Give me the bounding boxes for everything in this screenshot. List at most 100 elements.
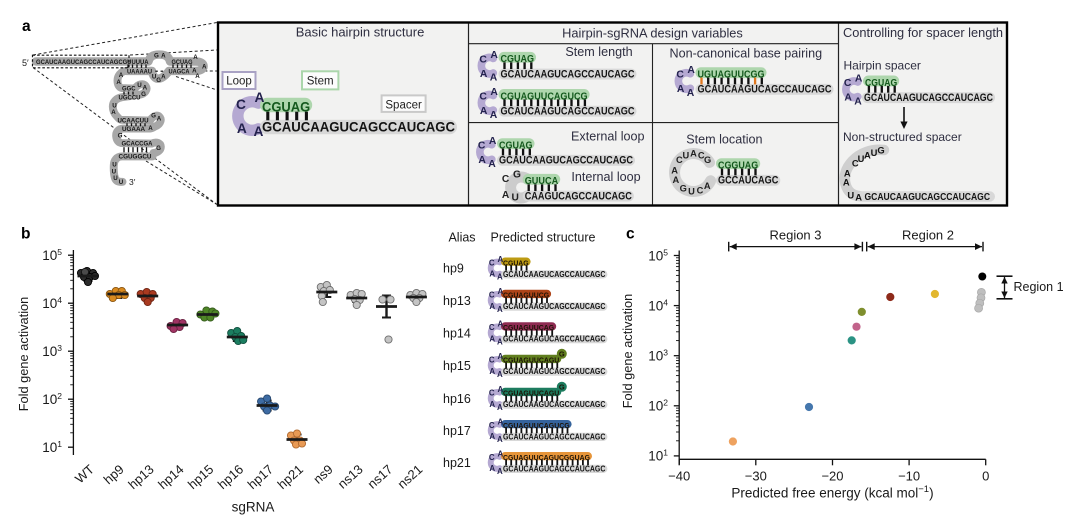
svg-text:Non-structured spacer: Non-structured spacer (843, 130, 962, 144)
svg-text:A: A (855, 74, 863, 85)
svg-text:G: G (156, 145, 161, 152)
svg-text:G: G (118, 133, 123, 140)
svg-text:C: C (489, 389, 495, 398)
svg-text:hp21: hp21 (443, 456, 471, 470)
svg-text:A: A (687, 88, 695, 99)
svg-text:−30: −30 (745, 468, 767, 483)
svg-text:A: A (490, 50, 498, 61)
svg-text:GCAUCAAGUCAGCCAUCAGC: GCAUCAAGUCAGCCAUCAGC (499, 155, 633, 167)
svg-text:G: G (877, 144, 884, 155)
svg-text:GCAUCAAGUCAGCCAUCAGC: GCAUCAAGUCAGCCAUCAGC (262, 118, 455, 134)
svg-text:A: A (677, 84, 685, 95)
svg-text:105: 105 (648, 247, 668, 263)
svg-text:U: U (871, 147, 878, 158)
svg-text:U: U (682, 150, 689, 160)
svg-text:A: A (498, 255, 504, 264)
svg-text:A: A (489, 432, 495, 441)
svg-text:U: U (113, 175, 118, 182)
svg-text:A: A (157, 115, 162, 122)
svg-text:Internal loop: Internal loop (571, 170, 640, 184)
svg-text:CGUAGUUCAGUCG: CGUAGUUCAGUCG (501, 91, 588, 102)
svg-text:A: A (498, 385, 504, 394)
svg-text:U: U (858, 153, 865, 164)
svg-text:C: C (852, 158, 859, 169)
svg-text:A: A (673, 175, 680, 185)
svg-text:hp13: hp13 (443, 294, 471, 308)
svg-text:A: A (502, 190, 510, 201)
svg-text:A: A (497, 370, 503, 379)
svg-text:A: A (192, 68, 197, 75)
svg-text:GCAUCAAGUCAGCCAUCAGC: GCAUCAAGUCAGCCAUCAGC (503, 367, 606, 376)
svg-text:Spacer: Spacer (385, 100, 422, 112)
svg-text:C: C (489, 356, 495, 365)
svg-text:103: 103 (42, 343, 62, 359)
svg-text:A: A (489, 136, 497, 147)
svg-text:A: A (111, 109, 116, 116)
svg-text:CGUAGUUCAGUCG: CGUAGUUCAGUCG (503, 421, 570, 430)
svg-text:C: C (489, 453, 495, 462)
svg-text:A: A (143, 85, 148, 92)
svg-text:CAAGUCAGCCAUCAGC: CAAGUCAGCCAUCAGC (525, 190, 632, 202)
svg-text:C: C (698, 150, 705, 160)
svg-text:C: C (236, 97, 246, 112)
svg-text:A: A (148, 125, 153, 132)
svg-text:Non-canonical base pairing: Non-canonical base pairing (669, 47, 822, 61)
svg-text:A: A (489, 334, 495, 343)
svg-text:C: C (844, 78, 852, 89)
svg-text:G: G (704, 155, 711, 165)
svg-text:Region 1: Region 1 (1014, 280, 1064, 294)
svg-text:GCCAUCAGC: GCCAUCAGC (718, 175, 779, 187)
svg-text:A: A (489, 367, 495, 376)
svg-text:Region 3: Region 3 (769, 228, 821, 243)
svg-text:CGUAG: CGUAG (503, 258, 529, 267)
svg-text:A: A (254, 90, 264, 105)
svg-text:A: A (690, 149, 697, 159)
svg-text:A: A (497, 273, 503, 282)
svg-text:GCAUCAAGUCAGCCAUCAGC: GCAUCAAGUCAGCCAUCAGC (503, 432, 606, 441)
svg-text:G: G (680, 184, 687, 194)
svg-text:U: U (112, 103, 117, 110)
svg-text:A: A (116, 79, 121, 86)
svg-text:CGGUAG: CGGUAG (718, 161, 758, 172)
svg-text:a: a (22, 18, 31, 35)
svg-text:Hairpin-sgRNA design variables: Hairpin-sgRNA design variables (562, 26, 743, 41)
svg-text:A: A (855, 192, 862, 203)
svg-text:C: C (489, 291, 495, 300)
svg-text:G: G (141, 91, 146, 98)
svg-text:Hairpin spacer: Hairpin spacer (844, 59, 921, 73)
svg-text:Stem location: Stem location (686, 132, 762, 146)
svg-text:A: A (854, 96, 862, 107)
svg-text:CGUAG: CGUAG (262, 99, 310, 114)
svg-text:A: A (480, 106, 488, 117)
svg-text:A: A (489, 270, 495, 279)
svg-text:A: A (202, 64, 207, 71)
svg-text:A: A (193, 54, 198, 61)
svg-text:CGUAGUUCAGU: CGUAGUUCAGU (503, 356, 560, 365)
svg-text:A: A (478, 155, 486, 166)
svg-text:hp15: hp15 (443, 359, 471, 373)
svg-text:U: U (112, 169, 117, 176)
svg-text:101: 101 (648, 448, 668, 464)
svg-text:C: C (489, 421, 495, 430)
svg-text:CGUAGUUCAGUCGGUAG: CGUAGUUCAGUCGGUAG (503, 453, 590, 462)
svg-text:G: G (151, 113, 156, 120)
svg-text:102: 102 (648, 398, 668, 414)
svg-text:UGUAGUUCGG: UGUAGUUCGG (698, 70, 765, 81)
svg-text:A: A (490, 110, 498, 121)
svg-text:5′: 5′ (22, 58, 29, 68)
svg-text:CGUGGCU: CGUGGCU (119, 154, 153, 161)
svg-text:103: 103 (648, 348, 668, 364)
svg-text:C: C (489, 258, 495, 267)
svg-text:Region 2: Region 2 (902, 228, 954, 243)
svg-text:C: C (489, 323, 495, 332)
svg-text:External loop: External loop (571, 129, 645, 143)
svg-text:C: C (502, 174, 510, 185)
svg-text:GCACCGA: GCACCGA (122, 140, 154, 147)
svg-text:A: A (253, 124, 263, 139)
svg-text:A: A (687, 65, 695, 76)
svg-text:Stem length: Stem length (565, 45, 632, 59)
svg-text:c: c (626, 226, 635, 243)
svg-text:C: C (478, 141, 486, 152)
svg-text:Basic hairpin structure: Basic hairpin structure (296, 25, 425, 40)
svg-text:−20: −20 (821, 468, 843, 483)
